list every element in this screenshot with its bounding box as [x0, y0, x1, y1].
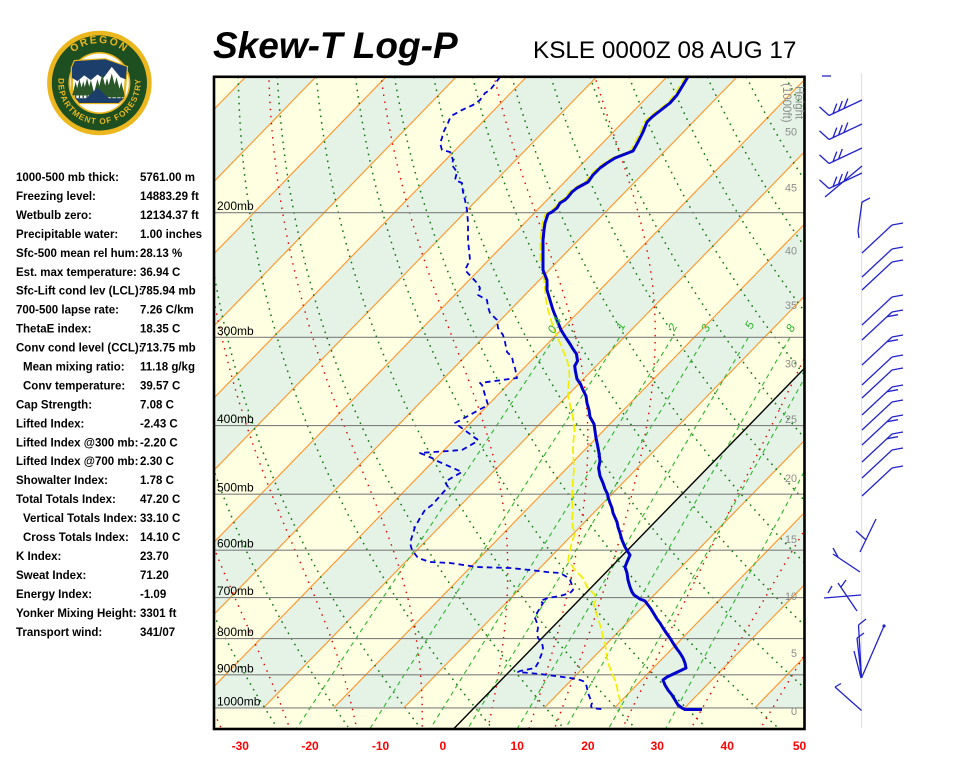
svg-text:5: 5 [791, 648, 797, 660]
svg-text:7.08 C: 7.08 C [140, 399, 174, 411]
svg-text:14.10 C: 14.10 C [140, 532, 180, 544]
svg-text:10: 10 [785, 591, 797, 603]
svg-text:800mb: 800mb [217, 625, 254, 639]
svg-text:30: 30 [785, 359, 797, 371]
svg-text:700-500 lapse rate:: 700-500 lapse rate: [16, 305, 119, 317]
svg-text:40: 40 [721, 739, 735, 753]
svg-text:Wetbulb zero:: Wetbulb zero: [16, 210, 92, 222]
svg-text:1000-500 mb thick:: 1000-500 mb thick: [16, 172, 119, 184]
svg-text:Height: Height [793, 86, 805, 120]
svg-text:Sweat Index:: Sweat Index: [16, 570, 86, 582]
svg-text:25: 25 [785, 414, 797, 426]
svg-text:Yonker Mixing Height:: Yonker Mixing Height: [16, 608, 137, 620]
svg-text:-2.20 C: -2.20 C [140, 437, 178, 449]
svg-text:Cap Strength:: Cap Strength: [16, 399, 92, 411]
svg-text:0: 0 [791, 706, 797, 718]
svg-text:Skew-T Log-P: Skew-T Log-P [213, 25, 458, 66]
svg-text:Sfc-500 mean rel hum:: Sfc-500 mean rel hum: [16, 248, 139, 260]
svg-text:0: 0 [439, 739, 446, 753]
svg-text:50: 50 [785, 126, 797, 138]
svg-text:30: 30 [651, 739, 665, 753]
svg-text:785.94 mb: 785.94 mb [140, 286, 196, 298]
svg-text:10: 10 [511, 739, 525, 753]
svg-text:400mb: 400mb [217, 412, 254, 426]
svg-text:600mb: 600mb [217, 537, 254, 551]
svg-text:200mb: 200mb [217, 199, 254, 213]
svg-text:12134.37 ft: 12134.37 ft [140, 210, 199, 222]
svg-text:Lifted Index @300 mb:: Lifted Index @300 mb: [16, 437, 138, 449]
svg-text:ThetaE index:: ThetaE index: [16, 324, 91, 336]
svg-text:2.30 C: 2.30 C [140, 456, 174, 468]
svg-text:33.10 C: 33.10 C [140, 513, 180, 525]
svg-text:Showalter Index:: Showalter Index: [16, 475, 108, 487]
svg-text:Lifted Index @700 mb:: Lifted Index @700 mb: [16, 456, 138, 468]
svg-text:700mb: 700mb [217, 584, 254, 598]
svg-text:-20: -20 [301, 739, 319, 753]
svg-text:20: 20 [785, 473, 797, 485]
svg-text:300mb: 300mb [217, 324, 254, 338]
svg-text:Est. max temperature:: Est. max temperature: [16, 267, 137, 279]
svg-text:39.57 C: 39.57 C [140, 380, 180, 392]
svg-text:23.70: 23.70 [140, 551, 169, 563]
svg-text:14883.29 ft: 14883.29 ft [140, 191, 199, 203]
svg-text:0.4: 0.4 [544, 314, 564, 335]
svg-text:Precipitable water:: Precipitable water: [16, 229, 118, 241]
svg-text:Transport wind:: Transport wind: [16, 627, 102, 639]
svg-text:341/07: 341/07 [140, 627, 175, 639]
svg-text:500mb: 500mb [217, 481, 254, 495]
svg-text:Sfc-Lift cond lev (LCL):: Sfc-Lift cond lev (LCL): [16, 286, 143, 298]
svg-text:1.00 inches: 1.00 inches [140, 229, 202, 241]
svg-text:-2.43 C: -2.43 C [140, 418, 178, 430]
svg-text:-1.09: -1.09 [140, 589, 166, 601]
svg-text:Conv temperature:: Conv temperature: [23, 380, 125, 392]
svg-text:1.78 C: 1.78 C [140, 475, 174, 487]
svg-text:45: 45 [785, 183, 797, 195]
svg-text:Lifted Index:: Lifted Index: [16, 418, 84, 430]
svg-text:Mean mixing ratio:: Mean mixing ratio: [23, 362, 125, 374]
svg-text:3301 ft: 3301 ft [140, 608, 177, 620]
svg-text:Freezing level:: Freezing level: [16, 191, 96, 203]
svg-text:Vertical Totals Index:: Vertical Totals Index: [23, 513, 137, 525]
svg-text:20: 20 [581, 739, 595, 753]
svg-text:7.26 C/km: 7.26 C/km [140, 305, 194, 317]
svg-text:Energy Index:: Energy Index: [16, 589, 92, 601]
svg-text:36.94 C: 36.94 C [140, 267, 180, 279]
svg-text:15: 15 [785, 534, 797, 546]
svg-text:(1000ft): (1000ft) [780, 83, 792, 123]
svg-text:Conv cond level (CCL):: Conv cond level (CCL): [16, 343, 143, 355]
svg-text:18.35 C: 18.35 C [140, 324, 180, 336]
svg-text:35: 35 [785, 300, 797, 312]
svg-text:11.18 g/kg: 11.18 g/kg [140, 362, 195, 374]
svg-text:KSLE 0000Z 08 AUG 17: KSLE 0000Z 08 AUG 17 [533, 37, 796, 64]
svg-text:K Index:: K Index: [16, 551, 61, 563]
svg-text:Total Totals Index:: Total Totals Index: [16, 494, 116, 506]
svg-text:Cross Totals Index:: Cross Totals Index: [23, 532, 129, 544]
svg-text:5761.00 m: 5761.00 m [140, 172, 195, 184]
svg-text:713.75 mb: 713.75 mb [140, 343, 196, 355]
svg-text:71.20: 71.20 [140, 570, 169, 582]
svg-text:-30: -30 [232, 739, 250, 753]
svg-text:28.13 %: 28.13 % [140, 248, 182, 260]
svg-text:900mb: 900mb [217, 661, 254, 675]
svg-text:40: 40 [785, 245, 797, 257]
svg-text:1000mb: 1000mb [217, 694, 261, 708]
svg-text:-10: -10 [372, 739, 390, 753]
svg-text:50: 50 [793, 739, 807, 753]
svg-text:47.20 C: 47.20 C [140, 494, 180, 506]
